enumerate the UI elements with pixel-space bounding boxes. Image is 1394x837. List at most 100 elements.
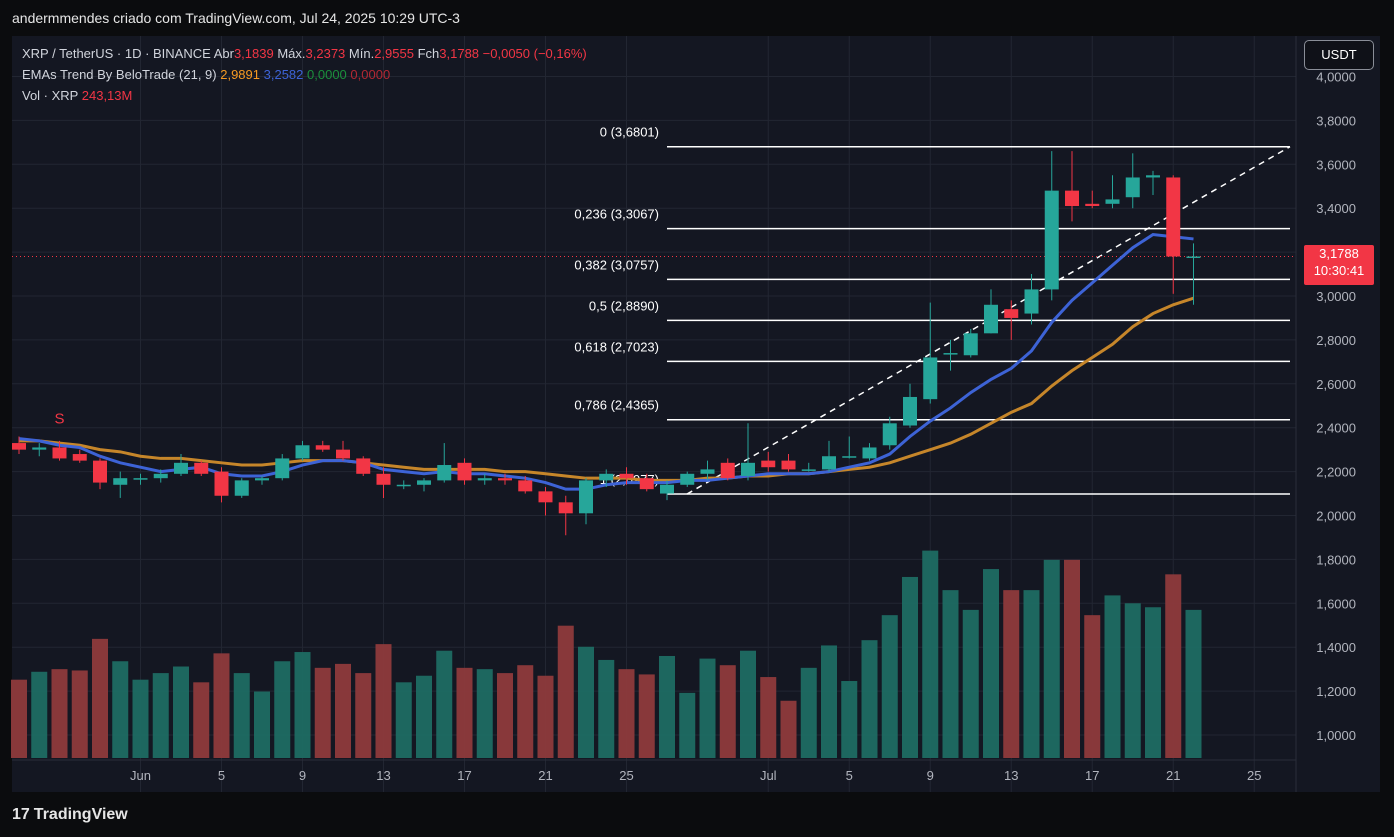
ema-value-3: 0,0000 xyxy=(307,67,347,82)
open-label: Abr xyxy=(213,46,234,61)
candle-body xyxy=(1085,203,1100,207)
volume-bar xyxy=(173,666,189,758)
candle-body xyxy=(234,480,249,496)
volume-bar xyxy=(476,669,493,758)
ema-slow-line xyxy=(19,296,1194,482)
header-bar: andermmendes criado com TradingView.com,… xyxy=(0,0,1394,36)
candle-body xyxy=(295,445,310,459)
time-tick-label: 9 xyxy=(299,768,306,783)
volume-bar xyxy=(1084,615,1101,758)
candle-body xyxy=(801,469,816,471)
volume-bar xyxy=(841,681,858,758)
candle-body xyxy=(700,469,715,474)
time-tick-label: 13 xyxy=(376,768,390,783)
price-tick-label: 3,4000 xyxy=(1316,201,1356,216)
candle-body xyxy=(437,465,452,481)
candle-body xyxy=(882,423,897,446)
volume-bar xyxy=(355,673,372,758)
volume-indicator-name[interactable]: Vol · XRP xyxy=(22,88,79,103)
symbol-legend: XRP / TetherUS · 1D · BINANCE Abr3,1839 … xyxy=(22,46,587,61)
volume-bar xyxy=(112,661,129,758)
candle-body xyxy=(93,460,107,483)
candle-body xyxy=(599,473,614,481)
volume-bar xyxy=(719,665,736,758)
candle-body xyxy=(558,502,573,514)
time-tick-label: Jun xyxy=(130,768,151,783)
time-tick-label: 21 xyxy=(538,768,552,783)
time-tick-label: 5 xyxy=(846,768,853,783)
volume-bar xyxy=(71,670,88,758)
volume-bar xyxy=(213,653,230,758)
ema-value-2: 3,2582 xyxy=(263,67,304,82)
candle-body xyxy=(396,484,411,487)
time-tick-label: 25 xyxy=(1247,768,1261,783)
candle-body xyxy=(194,462,209,474)
price-tick-label: 3,8000 xyxy=(1316,113,1356,128)
volume-bar xyxy=(395,682,412,758)
currency-button[interactable]: USDT xyxy=(1304,40,1374,70)
volume-bar xyxy=(31,671,48,758)
candle-body xyxy=(761,460,776,468)
candle-body xyxy=(1065,190,1079,207)
candle-body xyxy=(680,473,695,485)
volume-bar xyxy=(679,692,696,758)
volume-value: 243,13M xyxy=(81,88,133,103)
footer-bar xyxy=(0,792,1394,837)
candle-body xyxy=(1004,309,1019,318)
volume-bar xyxy=(922,550,939,758)
ema-value-1: 2,9891 xyxy=(220,67,260,82)
volume-bar xyxy=(618,669,635,758)
candle-body xyxy=(133,478,148,480)
volume-bar xyxy=(314,667,331,758)
candle-body xyxy=(174,462,188,474)
candle-body xyxy=(356,458,371,474)
ema-value-4: 0,0000 xyxy=(350,67,391,82)
time-tick-label: 25 xyxy=(619,768,633,783)
signal-label: S xyxy=(54,410,64,427)
time-tick-label: 17 xyxy=(457,768,471,783)
fib-level-label: 0,618 (2,7023) xyxy=(574,339,659,354)
price-tick-label: 1,8000 xyxy=(1316,552,1356,567)
fib-trend-line xyxy=(686,146,1291,495)
ema-indicator-name[interactable]: EMAs Trend By BeloTrade (21, 9) xyxy=(22,67,217,82)
high-value: 3,2373 xyxy=(305,46,346,61)
high-label: Máx. xyxy=(277,46,306,61)
volume-bar xyxy=(416,675,432,758)
candle-body xyxy=(518,480,533,492)
price-tick-label: 2,8000 xyxy=(1316,333,1356,348)
volume-bar xyxy=(152,673,169,758)
ema-legend: EMAs Trend By BeloTrade (21, 9) 2,9891 3… xyxy=(22,67,390,82)
volume-bar xyxy=(1124,603,1141,758)
volume-bar xyxy=(942,590,959,758)
volume-bar xyxy=(1104,595,1121,758)
candle-body xyxy=(113,478,128,485)
fib-level-label: 0,382 (3,0757) xyxy=(574,257,659,272)
candle-body xyxy=(1024,289,1039,314)
volume-bar xyxy=(699,658,716,758)
volume-bar xyxy=(436,650,453,758)
symbol-name[interactable]: XRP / TetherUS · 1D · BINANCE xyxy=(22,46,211,61)
open-value: 3,1839 xyxy=(233,46,274,61)
volume-bar xyxy=(132,679,149,758)
last-price-value: 3,1788 xyxy=(1319,246,1359,261)
candle-body xyxy=(781,460,796,470)
candle-body xyxy=(984,304,998,334)
candle-body xyxy=(862,447,877,459)
candle-body xyxy=(741,462,755,476)
volume-bar xyxy=(1185,609,1202,758)
price-tick-label: 2,0000 xyxy=(1316,509,1356,524)
candle-body xyxy=(52,447,67,459)
volume-bar xyxy=(578,646,594,758)
candle-body xyxy=(12,443,26,450)
price-tick-label: 2,4000 xyxy=(1316,421,1356,436)
time-tick-label: 17 xyxy=(1085,768,1099,783)
bar-countdown: 10:30:41 xyxy=(1313,263,1365,278)
tradingview-logo[interactable]: 17 TradingView xyxy=(12,806,128,824)
volume-bar xyxy=(1003,590,1020,758)
volume-bar xyxy=(274,661,291,758)
candle-body xyxy=(315,445,330,450)
candle-body xyxy=(457,462,472,481)
volume-bar xyxy=(800,667,817,758)
price-tick-label: 4,0000 xyxy=(1316,70,1356,85)
